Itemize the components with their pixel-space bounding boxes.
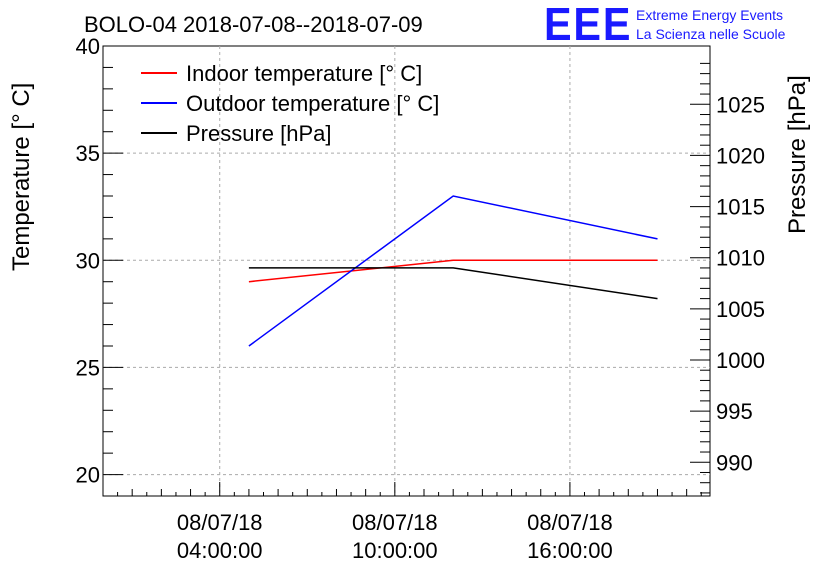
y2-tick-label: 995	[716, 399, 753, 424]
legend-label-2: Pressure [hPa]	[186, 121, 332, 146]
y-tick-label: 35	[76, 141, 100, 166]
x-tick-label-date: 08/07/18	[352, 510, 438, 535]
y2-tick-label: 1015	[716, 195, 765, 220]
y-tick-label: 20	[76, 463, 100, 488]
series-line-0	[248, 259, 658, 283]
chart-title: BOLO-04 2018-07-08--2018-07-09	[84, 12, 423, 37]
y2-tick-label: 990	[716, 450, 753, 475]
legend-label-1: Outdoor temperature [° C]	[186, 91, 439, 116]
eee-logo: EEE Extreme Energy Events La Scienza nel…	[544, 0, 830, 50]
eee-logo-line1: Extreme Energy Events	[636, 7, 784, 23]
series-line-2	[248, 267, 658, 300]
y2-tick-label: 1020	[716, 143, 765, 168]
series-line-1	[248, 195, 658, 347]
y2-tick-label: 1005	[716, 297, 765, 322]
y2-tick-label: 1025	[716, 92, 765, 117]
x-tick-label-time: 16:00:00	[527, 538, 613, 563]
x-tick-label-time: 04:00:00	[177, 538, 263, 563]
x-tick-label-time: 10:00:00	[352, 538, 438, 563]
plot-frame	[102, 45, 711, 497]
y-tick-label: 25	[76, 355, 100, 380]
x-tick-label-date: 08/07/18	[177, 510, 263, 535]
y2-axis-label: Pressure [hPa]	[784, 75, 811, 234]
y-tick-label: 30	[76, 248, 100, 273]
eee-logo-mark: EEE	[544, 0, 633, 50]
y2-tick-label: 1000	[716, 348, 765, 373]
x-tick-label-date: 08/07/18	[527, 510, 613, 535]
y-axis-label: Temperature [° C]	[8, 83, 35, 271]
y-tick-label: 40	[76, 34, 100, 59]
y2-tick-label: 1010	[716, 246, 765, 271]
eee-logo-line2: La Scienza nelle Scuole	[636, 26, 786, 42]
legend-label-0: Indoor temperature [° C]	[186, 61, 422, 86]
